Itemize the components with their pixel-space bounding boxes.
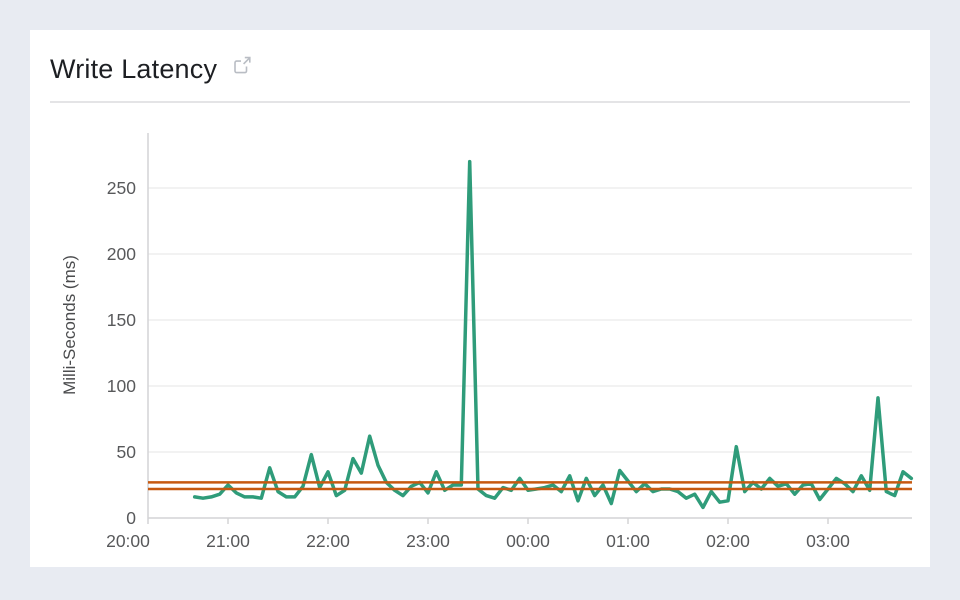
x-tick-label: 00:00 bbox=[506, 531, 550, 551]
x-tick-label: 20:00 bbox=[106, 531, 150, 551]
widget-card: Write Latency 0 50 100 150 200 250 20:00 21:00 2… bbox=[30, 30, 930, 567]
external-link-icon[interactable] bbox=[231, 54, 253, 81]
y-tick-label: 150 bbox=[107, 310, 136, 330]
y-axis-title: Milli-Seconds (ms) bbox=[60, 255, 79, 395]
x-tick-label: 21:00 bbox=[206, 531, 250, 551]
x-tick-label: 23:00 bbox=[406, 531, 450, 551]
y-tick-label: 200 bbox=[107, 244, 136, 264]
latency-series-line bbox=[192, 159, 914, 510]
page-title: Write Latency bbox=[50, 54, 218, 84]
y-tick-label: 100 bbox=[107, 376, 136, 396]
y-tick-label: 0 bbox=[126, 508, 136, 528]
x-tick-label: 01:00 bbox=[606, 531, 650, 551]
latency-chart[interactable]: 0 50 100 150 200 250 20:00 21:00 22:00 23:00 00:00… bbox=[30, 103, 930, 567]
widget-header: Write Latency bbox=[30, 30, 930, 103]
x-tick-label: 02:00 bbox=[706, 531, 750, 551]
y-tick-label: 250 bbox=[107, 178, 136, 198]
x-tick-label: 22:00 bbox=[306, 531, 350, 551]
x-tick-label: 03:00 bbox=[806, 531, 850, 551]
header-divider bbox=[50, 101, 910, 103]
y-tick-label: 50 bbox=[117, 442, 137, 462]
